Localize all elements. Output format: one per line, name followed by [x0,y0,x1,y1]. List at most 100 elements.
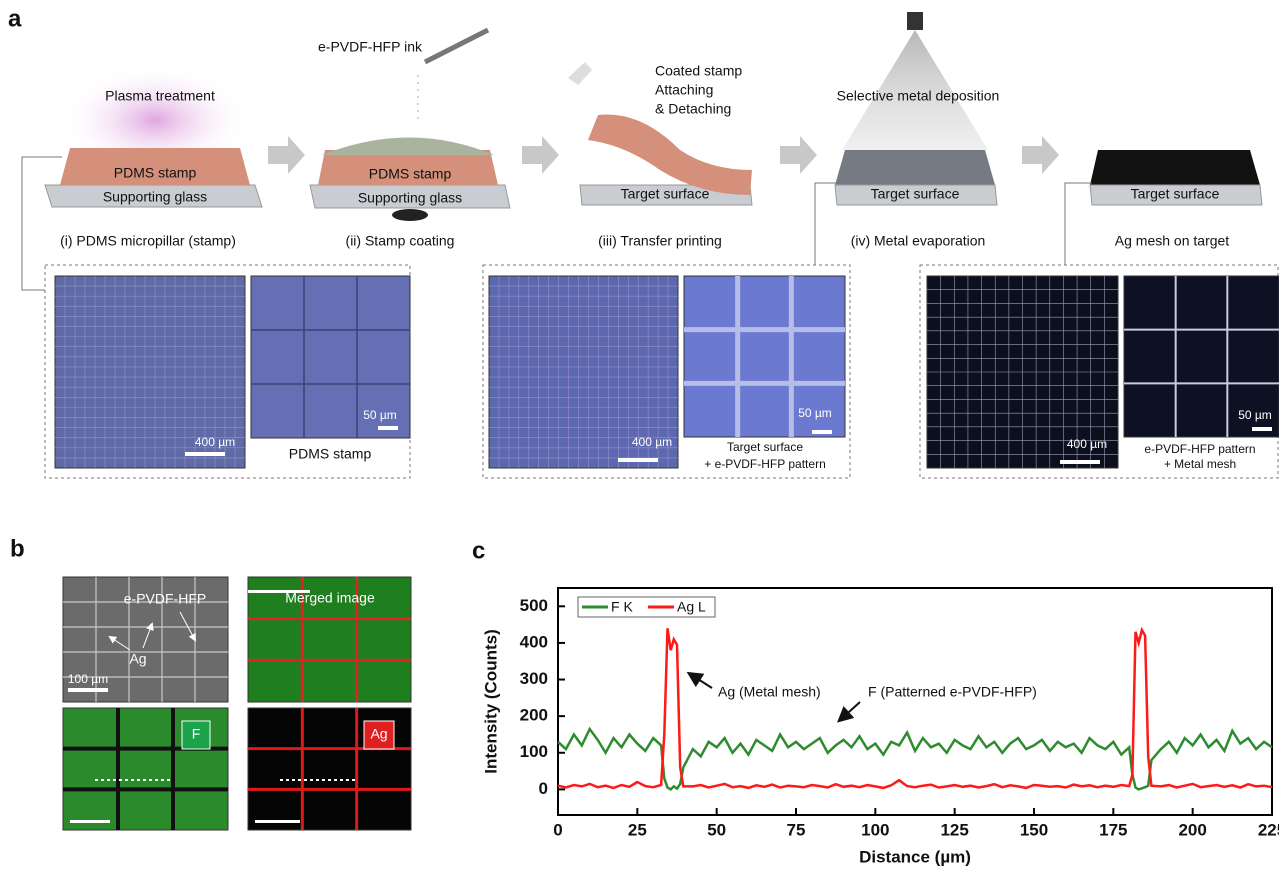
note: Plasma treatment [105,88,215,104]
caption: (iv) Metal evaporation [851,233,986,249]
patterned-top [835,150,995,185]
stamp [318,150,498,185]
layer-label: Target surface [1131,186,1220,202]
pointer [179,611,196,642]
layout: a Plasma treatment PDMS stamp Supporting… [8,5,1279,831]
connector [21,156,62,291]
ink-coat [322,137,494,155]
annotation-arrow [686,671,713,689]
y-tick-label: 100 [520,742,548,761]
merged-label: Merged image [285,590,375,606]
scale-bar [1252,427,1272,431]
overlay: e-PVDF-HFP Ag 100 µm Merged image F Ag [68,590,395,823]
step-arrow [780,136,817,174]
micrograph [683,275,846,438]
scale-label: 50 µm [798,406,832,420]
curved-stamp [588,114,752,195]
y-tick-label: 200 [520,706,548,725]
x-tick-label: 125 [940,820,968,839]
stamp [60,148,250,185]
box-caption: + e-PVDF-HFP pattern [704,457,826,471]
scale-label: 50 µm [1238,408,1272,422]
layer-label: PDMS stamp [369,166,452,182]
scale-bar [255,820,300,823]
scale-bar [185,452,225,456]
micrograph-box [44,264,411,479]
connector [1064,182,1092,265]
pointer [142,622,154,649]
micrograph [1123,275,1279,438]
x-tick-label: 150 [1020,820,1048,839]
micrograph-box [482,264,851,479]
caption: (ii) Stamp coating [346,233,455,249]
chart: 0 100 200 300 400 500 0 25 50 75 100 125 150 175 200 22… [481,587,1279,866]
x-axis-title: Distance (µm) [859,847,971,866]
micrograph [488,275,679,469]
note: e-PVDF-HFP ink [318,39,423,55]
caption: Ag mesh on target [1115,233,1230,249]
plasma-glow [60,65,250,175]
legend-label: F K [611,599,633,615]
step-arrow [522,136,559,174]
scale-bar [1060,460,1100,464]
x-tick-label: 25 [628,820,647,839]
note: Attaching [655,82,713,98]
layer-label: Target surface [621,186,710,202]
annotation-arrow [837,701,861,723]
legend-box [577,596,716,618]
plot-frame [557,587,1273,816]
box-caption: PDMS stamp [289,446,372,462]
layer-label: Supporting glass [358,190,462,206]
step-arrow [268,136,305,174]
scale-label: 400 µm [632,435,672,449]
layer-label: Target surface [871,186,960,202]
scale-bar [248,590,310,593]
sem-label: Ag [129,651,146,667]
legend-label: Ag L [677,599,706,615]
tag: Ag [370,726,387,742]
layer-label: Supporting glass [103,189,207,205]
annotation: Ag (Metal mesh) [718,684,821,700]
panel-label: a [8,5,22,32]
box-caption: Target surface [727,440,803,454]
panel-label: c [472,537,485,564]
glass [834,184,998,206]
scale-bar [378,426,398,430]
y-tick-label: 0 [539,779,548,798]
scale-label: 400 µm [195,435,235,449]
deposition-cone [842,30,988,150]
note: Selective metal deposition [837,88,1000,104]
scale-bar [68,688,108,692]
motion-arrow [568,62,592,85]
scale-bar [618,458,658,462]
x-tick-label: 225 [1258,820,1279,839]
caption: (iii) Transfer printing [598,233,722,249]
panel-label: b [10,535,25,562]
y-tick-label: 400 [520,632,548,651]
spinner [392,209,428,221]
x-tick-label: 100 [861,820,889,839]
micrograph [62,576,229,703]
evaporator [907,12,923,30]
x-tick-label: 75 [787,820,806,839]
glass [1089,184,1263,206]
note: Coated stamp [655,63,742,79]
scale-label: 400 µm [1067,437,1107,451]
pointer [108,635,131,651]
data-line [557,626,1273,790]
box-caption: + Metal mesh [1164,457,1236,471]
micrograph [247,576,412,703]
step-arrow [1022,136,1059,174]
tag-box [363,720,395,750]
scale-label: 50 µm [363,408,397,422]
y-axis-title: Intensity (Counts) [481,629,500,774]
syringe [423,27,490,65]
mesh-top [1090,150,1260,185]
tag-box [181,720,211,750]
layer-label: PDMS stamp [114,165,197,181]
x-tick-label: 200 [1178,820,1206,839]
micrograph [250,275,411,439]
connector [814,182,840,265]
caption: (i) PDMS micropillar (stamp) [60,233,236,249]
